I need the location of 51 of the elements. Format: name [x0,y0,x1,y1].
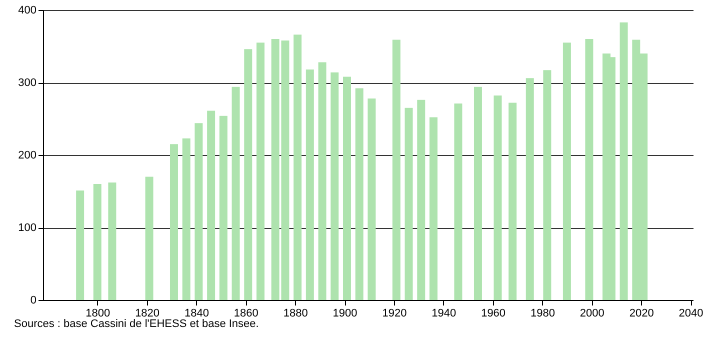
bar [108,182,116,300]
x-tick-label: 1940 [432,308,456,320]
y-tick-label: 200 [18,150,36,162]
x-tick-label: 1860 [234,308,258,320]
bar [392,40,400,300]
bar [244,49,252,300]
bar [404,108,413,300]
y-tick-label: 100 [18,222,36,234]
bar [194,123,203,300]
x-tick-label: 2040 [678,308,704,320]
bar [620,22,628,300]
bar [526,78,534,300]
source-note: Sources : base Cassini de l'EHESS et base Insee. [14,318,259,330]
x-tick-label: 1980 [530,308,555,320]
x-tick-label: 2000 [580,308,604,320]
bar [508,102,517,300]
bar [256,42,264,300]
x-tick-label: 1960 [481,308,506,320]
bar [562,42,571,300]
bar [330,72,339,300]
x-tick-label: 1920 [382,308,407,320]
bar [219,116,228,300]
x-tick-label: 1840 [184,308,209,320]
bar [318,62,326,300]
bar [93,184,102,300]
bar [355,88,364,300]
bar [182,138,190,300]
y-tick-label: 0 [30,294,36,306]
bar [170,144,178,300]
bar [417,100,426,300]
bar [543,70,552,300]
bar [294,34,302,300]
y-tick-label: 400 [18,4,36,16]
bar [474,86,482,300]
bar [306,69,314,300]
x-tick-label: 2020 [629,308,654,320]
bar [232,86,240,300]
x-tick-label: 1820 [135,308,160,320]
bar [494,96,502,300]
y-tick-label: 300 [18,77,36,89]
x-tick-label: 1800 [86,308,110,320]
bar [454,104,462,300]
bar [145,176,154,300]
bar [585,39,594,300]
bar [429,117,438,300]
bar [342,76,351,300]
bar [76,190,84,300]
x-tick-label: 1900 [332,308,358,320]
bar [368,98,376,300]
bar [207,110,216,300]
x-tick-label: 1880 [283,308,308,320]
